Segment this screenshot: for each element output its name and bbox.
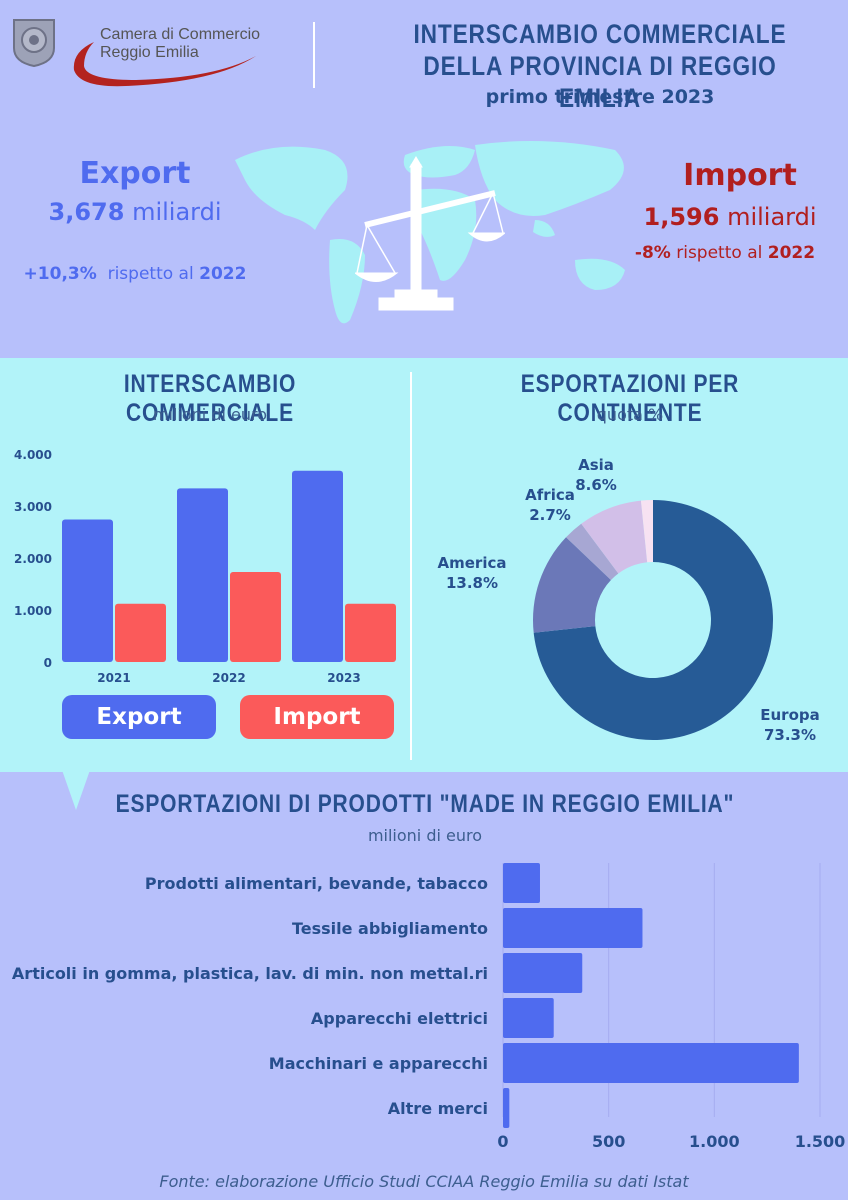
x-tick-label: 0 — [497, 1132, 508, 1151]
product-bar — [503, 863, 540, 903]
bar-export-2023 — [292, 470, 343, 662]
products-bar-chart: 0 500 1.000 1.500 Prodotti alimentari, bevan… — [12, 863, 846, 1151]
export-label: Export — [79, 156, 191, 191]
bar-export-2021 — [62, 519, 113, 662]
products-chart-title: ESPORTAZIONI DI PRODOTTI "MADE IN REGGIO… — [115, 790, 735, 818]
x-tick-label: 2022 — [212, 671, 245, 685]
continent-chart-subtitle: quota % — [596, 405, 664, 424]
balance-scale-icon — [355, 156, 505, 311]
slice-value-label: 8.6% — [575, 476, 617, 494]
slice-value-label: 73.3% — [764, 726, 816, 744]
product-bar — [503, 1088, 510, 1128]
y-tick-label: 2.000 — [14, 552, 52, 566]
export-value: 3,678 miliardi — [48, 198, 222, 226]
chamber-emblem-icon — [13, 19, 55, 68]
logo-swoosh-icon — [73, 42, 256, 87]
trade-chart-title: INTERSCAMBIO COMMERCIALE — [123, 370, 297, 427]
header-divider — [313, 22, 315, 88]
x-tick-label: 1.500 — [795, 1132, 846, 1151]
bar-import-2023 — [345, 603, 396, 662]
export-change: +10,3% rispetto al 2022 — [23, 264, 247, 284]
slice-name-label: Africa — [525, 486, 575, 504]
product-bar — [503, 998, 554, 1038]
slice-asia — [581, 500, 648, 574]
continent-donut-chart: Europa 73.3% America 13.8% Africa 2.7% Asia 8.6… — [438, 456, 820, 744]
slice-other — [640, 500, 653, 563]
product-bar — [503, 908, 643, 948]
product-category-label: Prodotti alimentari, bevande, tabacco — [145, 874, 488, 893]
bar-export-2022 — [177, 488, 228, 662]
import-value: 1,596 miliardi — [643, 203, 817, 231]
legend-import: Import — [240, 695, 394, 739]
slice-name-label: Asia — [578, 456, 614, 474]
legend-export: Export — [62, 695, 216, 739]
speech-pointer — [62, 770, 90, 810]
panel-divider — [410, 372, 412, 760]
x-tick-label: 2021 — [97, 671, 130, 685]
page-title: INTERSCAMBIO COMMERCIALE DELLA PROVINCIA… — [413, 19, 787, 113]
y-tick-label: 3.000 — [14, 500, 52, 514]
product-category-label: Tessile abbigliamento — [292, 919, 488, 938]
slice-america — [533, 537, 611, 633]
logo-text: Camera di Commercio Reggio Emilia — [100, 26, 261, 61]
x-tick-label: 500 — [592, 1132, 625, 1151]
x-tick-label: 2023 — [327, 671, 360, 685]
page-subtitle: primo trimestre 2023 — [485, 86, 715, 108]
import-label: Import — [683, 158, 797, 193]
x-tick-label: 1.000 — [689, 1132, 740, 1151]
import-change: -8% rispetto al 2022 — [634, 243, 816, 263]
product-category-label: Articoli in gomma, plastica, lav. di min… — [12, 964, 488, 983]
slice-africa — [566, 523, 619, 581]
bar-import-2021 — [115, 603, 166, 662]
source-note: Fonte: elaborazione Ufficio Studi CCIAA … — [159, 1172, 689, 1191]
y-tick-label: 4.000 — [14, 448, 52, 462]
slice-name-label: Europa — [760, 706, 820, 724]
slice-value-label: 13.8% — [446, 574, 498, 592]
y-tick-label: 0 — [44, 656, 52, 670]
y-tick-label: 1.000 — [14, 604, 52, 618]
slice-value-label: 2.7% — [529, 506, 571, 524]
trade-chart-subtitle: milioni di euro — [152, 405, 268, 424]
product-category-label: Macchinari e apparecchi — [269, 1054, 488, 1073]
product-category-label: Altre merci — [388, 1099, 488, 1118]
products-chart-subtitle: milioni di euro — [367, 826, 483, 845]
slice-name-label: America — [438, 554, 507, 572]
slice-europa — [533, 500, 773, 740]
product-category-label: Apparecchi elettrici — [311, 1009, 488, 1028]
product-bar — [503, 1043, 799, 1083]
product-bar — [503, 953, 583, 993]
trade-bar-chart: 0 1.000 2.000 3.000 4.000 2021 2022 2023 — [14, 448, 396, 685]
continent-chart-title: ESPORTAZIONI PER CONTINENTE — [520, 370, 740, 427]
bar-import-2022 — [230, 572, 281, 662]
